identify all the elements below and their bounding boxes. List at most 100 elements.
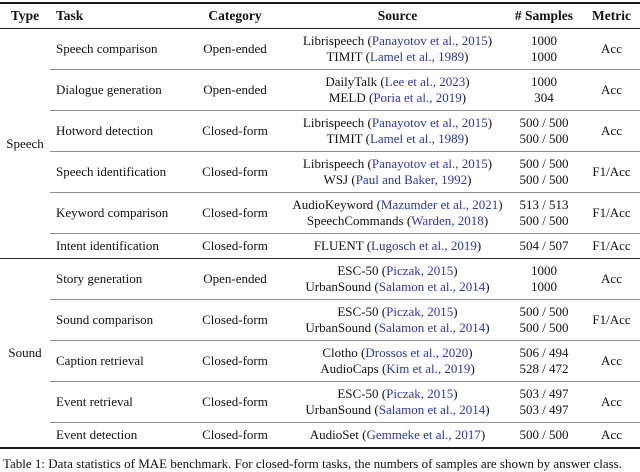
citation-link[interactable]: Kim et al., 2019: [386, 361, 471, 376]
citation-link[interactable]: Lee et al., 2023: [384, 74, 466, 89]
citation-link[interactable]: Salamon et al., 2014: [378, 279, 486, 294]
samples-value: 500 / 500: [519, 115, 569, 130]
column-header-task: Task: [50, 3, 180, 29]
table-caption: Table 1: Data statistics of MAE benchmar…: [3, 456, 622, 471]
dataset-name: AudioSet: [309, 427, 359, 442]
paren: ): [453, 304, 458, 319]
source-cell: ESC-50 (Piczak, 2015) UrbanSound (Salamon…: [290, 381, 505, 423]
source-line: Librispeech (Panayotov et al., 2015): [290, 33, 505, 49]
citation-link[interactable]: Warden, 2018: [411, 213, 484, 228]
task-row: Hotword detection Closed-form Librispeech …: [0, 110, 640, 152]
type-label: Sound: [0, 258, 50, 448]
dataset-name: MELD: [328, 90, 366, 105]
citation-link[interactable]: Gemmeke et al., 2017: [366, 427, 481, 442]
dataset-name: TIMIT: [326, 49, 363, 64]
paren: (: [403, 213, 412, 228]
samples-value: 1000: [531, 279, 557, 294]
citation-link[interactable]: Piczak, 2015: [386, 304, 454, 319]
source-line: ESC-50 (Piczak, 2015): [290, 263, 505, 279]
dataset-name: UrbanSound: [305, 279, 372, 294]
metric-value: Acc: [583, 258, 640, 300]
paren: ): [480, 427, 486, 442]
source-cell: Librispeech (Panayotov et al., 2015) TIMI…: [290, 110, 505, 152]
citation-link[interactable]: Poria et al., 2019: [373, 90, 462, 105]
citation-link[interactable]: Salamon et al., 2014: [378, 402, 486, 417]
metric-value: F1/Acc: [583, 233, 640, 259]
category-value: Open-ended: [180, 258, 290, 300]
citation-link[interactable]: Panayotov et al., 2015: [371, 115, 488, 130]
paren: (: [358, 427, 367, 442]
source-cell: ESC-50 (Piczak, 2015) UrbanSound (Salamon…: [290, 258, 505, 300]
dataset-name: ESC-50: [337, 386, 379, 401]
task-row: Sound comparison Closed-form ESC-50 (Picza…: [0, 299, 640, 341]
paren: ): [487, 115, 493, 130]
citation-link[interactable]: Panayotov et al., 2015: [371, 156, 488, 171]
dataset-name: Librispeech: [302, 156, 365, 171]
dataset-name: WSJ: [323, 172, 349, 187]
metric-value: F1/Acc: [583, 299, 640, 341]
citation-link[interactable]: Lamel et al., 1989: [369, 131, 465, 146]
dataset-name: DailyTalk: [325, 74, 378, 89]
task-name: Speech identification: [50, 151, 180, 193]
samples-value: 503 / 497: [519, 386, 569, 401]
paren: (: [371, 279, 379, 294]
citation-link[interactable]: Panayotov et al., 2015: [371, 33, 488, 48]
column-header-type: Type: [0, 3, 50, 29]
citation-link[interactable]: Salamon et al., 2014: [378, 320, 486, 335]
paren: ): [485, 320, 490, 335]
samples-cell: 506 / 494 528 / 472: [505, 340, 583, 382]
dataset-name: FLUENT: [313, 238, 364, 253]
citation-link[interactable]: Mazumder et al., 2021: [380, 197, 499, 212]
source-line: TIMIT (Lamel et al., 1989): [290, 49, 505, 65]
citation-link[interactable]: Lugosch et al., 2019: [371, 238, 477, 253]
samples-cell: 500 / 500 500 / 500: [505, 151, 583, 193]
task-row: Speech identification Closed-form Librispe…: [0, 151, 640, 193]
paren: (: [378, 361, 387, 376]
paren: ): [467, 172, 472, 187]
citation-link[interactable]: Lamel et al., 1989: [369, 49, 465, 64]
category-value: Closed-form: [180, 422, 290, 448]
paren: (: [363, 238, 372, 253]
samples-value: 500 / 500: [519, 427, 569, 442]
source-line: TIMIT (Lamel et al., 1989): [290, 131, 505, 147]
task-row: Speech Speech comparison Open-ended Librisp…: [0, 29, 640, 151]
category-value: Closed-form: [180, 299, 290, 341]
source-line: UrbanSound (Salamon et al., 2014): [290, 279, 505, 295]
samples-cell: 500 / 500 500 / 500: [505, 110, 583, 152]
paren: (: [365, 90, 374, 105]
samples-cell: 1000 1000: [505, 29, 583, 70]
dataset-name: TIMIT: [326, 131, 363, 146]
task-row: Intent identification Closed-form FLUENT (…: [0, 233, 640, 259]
citation-link[interactable]: Piczak, 2015: [386, 386, 454, 401]
dataset-name: SpeechCommands: [306, 213, 404, 228]
category-value: Closed-form: [180, 381, 290, 423]
task-row: Keyword comparison Closed-form AudioKeywor…: [0, 192, 640, 234]
source-line: AudioCaps (Kim et al., 2019): [290, 361, 505, 377]
metric-value: Acc: [583, 110, 640, 152]
citation-link[interactable]: Drossos et al., 2020: [365, 345, 469, 360]
samples-value: 500 / 500: [519, 156, 569, 171]
metric-value: Acc: [583, 422, 640, 448]
paren: (: [362, 131, 370, 146]
citation-link[interactable]: Paul and Baker, 1992: [355, 172, 468, 187]
paren: ): [487, 156, 493, 171]
dataset-name: ESC-50: [337, 263, 379, 278]
paren: ): [453, 263, 458, 278]
source-line: SpeechCommands (Warden, 2018): [290, 213, 505, 229]
samples-value: 500 / 500: [519, 213, 569, 228]
source-line: Librispeech (Panayotov et al., 2015): [290, 156, 505, 172]
paren: ): [465, 74, 470, 89]
citation-link[interactable]: Piczak, 2015: [386, 263, 454, 278]
paren: (: [371, 402, 379, 417]
source-line: ESC-50 (Piczak, 2015): [290, 386, 505, 402]
paren: ): [461, 90, 467, 105]
paren: ): [485, 402, 490, 417]
samples-value: 500 / 500: [519, 131, 569, 146]
source-line: ESC-50 (Piczak, 2015): [290, 304, 505, 320]
paren: ): [464, 49, 469, 64]
samples-value: 513 / 513: [519, 197, 569, 212]
samples-cell: 504 / 507: [505, 233, 583, 259]
category-value: Closed-form: [180, 233, 290, 259]
source-line: MELD (Poria et al., 2019): [290, 90, 505, 106]
samples-value: 500 / 500: [519, 172, 569, 187]
